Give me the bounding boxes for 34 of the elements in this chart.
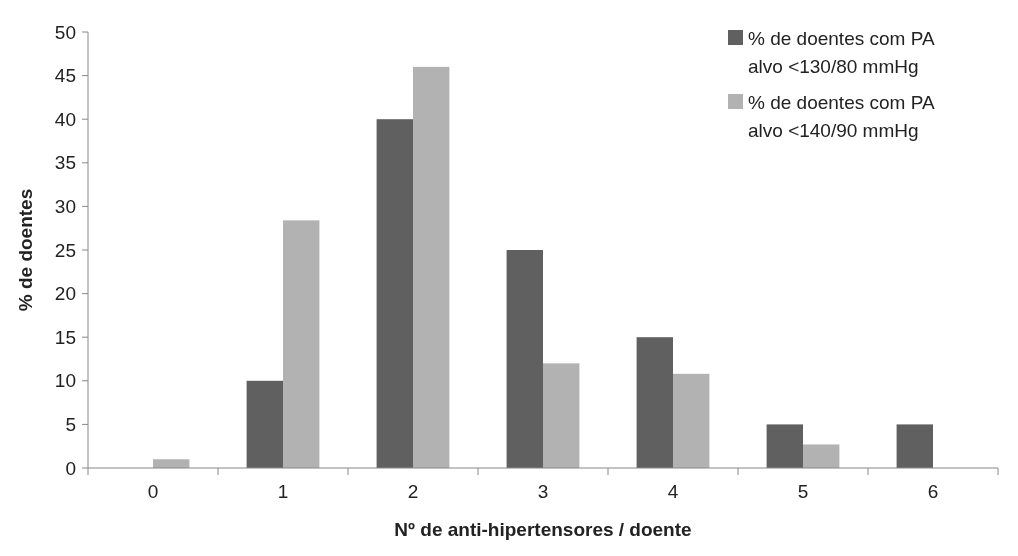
y-tick-label: 30 — [54, 196, 76, 218]
y-tick-label: 35 — [54, 152, 76, 174]
legend-label: % de doentes com PA alvo <140/90 mmHg — [748, 91, 935, 141]
bar — [153, 459, 190, 468]
x-tick-label: 0 — [147, 481, 159, 502]
bar — [673, 373, 710, 468]
bar — [506, 250, 543, 468]
x-tick-label: 3 — [537, 481, 549, 502]
bar — [766, 424, 803, 468]
y-tick-label: 40 — [54, 108, 76, 130]
y-tick-label: 20 — [54, 283, 76, 305]
bar — [896, 424, 933, 468]
legend-label: % de doentes com PA alvo <130/80 mmHg — [748, 27, 935, 77]
y-tick-label: 0 — [65, 457, 76, 479]
y-tick-label: 5 — [65, 414, 76, 436]
bar — [246, 380, 283, 468]
y-tick-label: 50 — [54, 21, 76, 43]
x-tick-label: 5 — [797, 481, 809, 502]
x-tick-label: 1 — [277, 481, 289, 502]
bar — [413, 66, 450, 468]
y-tick-label: 10 — [54, 370, 76, 392]
bar — [283, 220, 320, 468]
bar — [543, 363, 580, 468]
bar — [376, 119, 413, 468]
bar — [636, 337, 673, 468]
y-tick-label: 25 — [54, 239, 76, 261]
y-axis-title: % de doentes — [15, 188, 36, 312]
x-tick-label: 6 — [927, 481, 939, 502]
y-tick-label: 45 — [54, 65, 76, 87]
x-axis-title: Nº de anti-hipertensores / doente — [394, 519, 692, 540]
bar — [803, 444, 840, 468]
x-tick-label: 4 — [667, 481, 679, 502]
y-tick-label: 15 — [54, 326, 76, 348]
x-tick-label: 2 — [407, 481, 419, 502]
